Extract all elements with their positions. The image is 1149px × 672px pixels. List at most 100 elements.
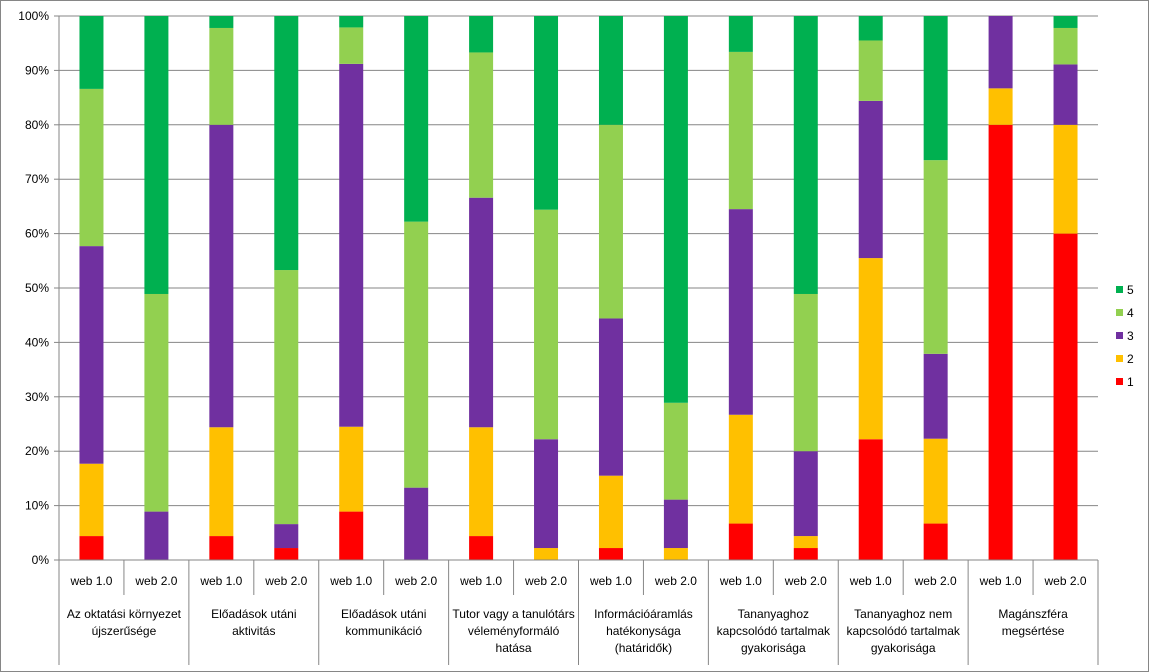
x-group-label: Tananyaghoz nem: [854, 607, 952, 621]
x-group-label: újszerűsége: [92, 624, 157, 638]
legend-label-3: 3: [1127, 329, 1134, 343]
bar-segment-4: [793, 293, 818, 452]
bar-segment-1: [858, 439, 883, 560]
bar-segment-4: [858, 40, 883, 101]
bar-segment-1: [339, 511, 364, 560]
y-tick-label: 70%: [25, 172, 49, 186]
bar-segment-2: [469, 427, 494, 537]
bar-segment-1: [274, 548, 299, 560]
x-category-label: web 2.0: [654, 574, 697, 588]
bar-segment-2: [858, 258, 883, 440]
bar-segment-2: [988, 88, 1013, 125]
bar-segment-5: [793, 16, 818, 294]
y-tick-label: 10%: [25, 499, 49, 513]
bar-segment-4: [1053, 27, 1078, 65]
bar-segment-3: [728, 209, 753, 415]
bar-segment-3: [1053, 64, 1078, 125]
x-category-label: web 1.0: [589, 574, 632, 588]
x-category-label: web 1.0: [459, 574, 502, 588]
bar-segment-5: [598, 16, 623, 125]
bar-segment-4: [144, 293, 169, 512]
legend-swatch-3: [1116, 332, 1123, 339]
x-category-label: web 2.0: [914, 574, 957, 588]
bar-segment-2: [663, 548, 688, 560]
y-tick-label: 100%: [18, 9, 49, 23]
axes: [54, 15, 1099, 665]
bar-segment-1: [598, 548, 623, 560]
bar-segment-4: [274, 270, 299, 525]
x-group-label: Magánszféra: [998, 607, 1068, 621]
bar-segment-5: [469, 16, 494, 53]
y-tick-label: 90%: [25, 63, 49, 77]
x-category-label: web 1.0: [69, 574, 112, 588]
bar-segment-3: [209, 124, 234, 428]
bar-segment-4: [209, 27, 234, 125]
bar-segment-2: [923, 438, 948, 524]
x-axis-categories: web 1.0 web 2.0 web 1.0 web 2.0 web 1.0 web 2…: [69, 574, 1086, 588]
x-group-label: kommunikáció: [345, 624, 422, 638]
y-tick-label: 60%: [25, 227, 49, 241]
bar-segment-1: [793, 548, 818, 560]
x-group-label: (határidők): [615, 641, 672, 655]
bar-segment-1: [728, 523, 753, 560]
x-group-label: Előadások utáni: [211, 607, 296, 621]
legend-label-2: 2: [1127, 352, 1134, 366]
bar-segment-5: [858, 16, 883, 41]
bar-segment-3: [469, 197, 494, 428]
legend-swatch-2: [1116, 355, 1123, 362]
x-category-label: web 2.0: [1044, 574, 1087, 588]
bar-segment-3: [534, 439, 559, 549]
x-category-label: web 1.0: [849, 574, 892, 588]
x-category-label: web 1.0: [979, 574, 1022, 588]
bar-segment-5: [663, 16, 688, 403]
legend-swatch-4: [1116, 309, 1123, 316]
bar-segment-1: [923, 523, 948, 560]
bar-segment-5: [209, 16, 234, 28]
y-tick-label: 0%: [32, 553, 50, 567]
bar-segment-3: [923, 353, 948, 439]
x-category-label: web 2.0: [524, 574, 567, 588]
bar-segment-3: [339, 63, 364, 427]
bar-segment-4: [728, 51, 753, 210]
y-tick-label: 80%: [25, 118, 49, 132]
x-category-label: web 2.0: [264, 574, 307, 588]
bar-segment-3: [79, 246, 104, 464]
bar-segment-1: [1053, 233, 1078, 560]
bar-segment-3: [858, 100, 883, 259]
bar-segment-1: [79, 536, 104, 560]
bar-segment-5: [923, 16, 948, 161]
bar-segment-1: [209, 536, 234, 560]
bars: [79, 16, 1078, 561]
x-category-label: web 2.0: [134, 574, 177, 588]
x-group-label: hatékonysága: [606, 624, 681, 638]
y-axis-ticks: 0% 10% 20% 30% 40% 50% 60% 70% 80% 90% 100%: [18, 9, 49, 567]
bar-segment-5: [404, 16, 429, 222]
bar-segment-2: [79, 463, 104, 537]
bar-segment-5: [144, 16, 169, 294]
x-group-label: Tutor vagy a tanulótárs: [452, 607, 574, 621]
x-group-label: hatása: [496, 641, 532, 655]
bar-segment-3: [598, 318, 623, 476]
bar-segment-4: [534, 209, 559, 440]
legend-label-1: 1: [1127, 375, 1134, 389]
bar-segment-5: [339, 16, 364, 28]
legend-swatch-5: [1116, 286, 1123, 293]
bar-segment-4: [79, 88, 104, 247]
legend-label-5: 5: [1127, 283, 1134, 297]
bar-segment-4: [469, 52, 494, 198]
x-category-label: web 2.0: [394, 574, 437, 588]
x-group-label: Az oktatási környezet: [67, 607, 182, 621]
bar-segment-5: [534, 16, 559, 210]
bar-segment-2: [209, 427, 234, 537]
bar-segment-4: [404, 221, 429, 488]
x-category-label: web 1.0: [719, 574, 762, 588]
bar-segment-2: [534, 548, 559, 560]
x-category-label: web 1.0: [329, 574, 372, 588]
bar-segment-3: [793, 451, 818, 537]
x-category-label: web 1.0: [199, 574, 242, 588]
bar-segment-3: [274, 524, 299, 549]
y-tick-label: 20%: [25, 444, 49, 458]
x-group-label: megsértése: [1002, 624, 1065, 638]
